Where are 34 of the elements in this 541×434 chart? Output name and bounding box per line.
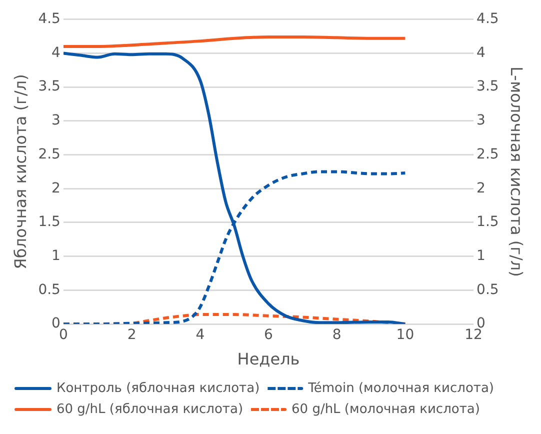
line-series xyxy=(63,36,407,48)
y2-tick-label: 4.5 xyxy=(476,11,499,28)
y2-tick-label: 3.5 xyxy=(476,78,499,95)
x-tick-label: 10 xyxy=(396,327,414,344)
y-tick-label: 1 xyxy=(52,248,60,264)
x-tick-label: 6 xyxy=(264,327,274,344)
y2-tick-label: 2.5 xyxy=(476,146,499,162)
y2-tick-label: 0.5 xyxy=(476,282,499,298)
y2-tick-label: 4 xyxy=(476,44,486,61)
y-tick-label: 3 xyxy=(52,112,60,129)
line-series xyxy=(63,52,407,324)
legend-label: Témoin (молочная кислота) xyxy=(307,380,494,396)
y2-tick-label: 1.5 xyxy=(476,214,499,230)
y-tick-label: 0.5 xyxy=(38,282,60,298)
y2-tick-label: 1 xyxy=(476,248,486,264)
y-tick-label: 2.5 xyxy=(38,146,60,162)
legend-label: 60 g/hL (яблочная кислота) xyxy=(56,402,244,417)
y2-axis-title: L-молочная кислота (г/л) xyxy=(507,66,526,277)
y2-tick-label: 2 xyxy=(476,180,486,196)
y-tick-label: 3.5 xyxy=(38,78,60,95)
x-tick-label: 4 xyxy=(196,327,205,344)
x-tick-label: 8 xyxy=(332,327,342,344)
y-tick-label: 1.5 xyxy=(38,214,60,230)
y-axis-title: Яблочная кислота (г/л) xyxy=(10,74,30,270)
legend-label: Контроль (яблочная кислота) xyxy=(56,380,260,396)
y-tick-label: 4 xyxy=(52,44,61,61)
x-tick-label: 12 xyxy=(464,327,482,344)
x-axis-title: Недель xyxy=(237,350,300,369)
y-tick-label: 2 xyxy=(52,180,60,196)
legend-label: 60 g/hL (молочная кислота) xyxy=(292,402,480,417)
y-tick-label: 4.5 xyxy=(38,11,60,28)
y-tick-label: 0 xyxy=(52,316,60,332)
x-tick-label: 2 xyxy=(127,327,136,344)
y2-tick-label: 3 xyxy=(476,112,486,129)
